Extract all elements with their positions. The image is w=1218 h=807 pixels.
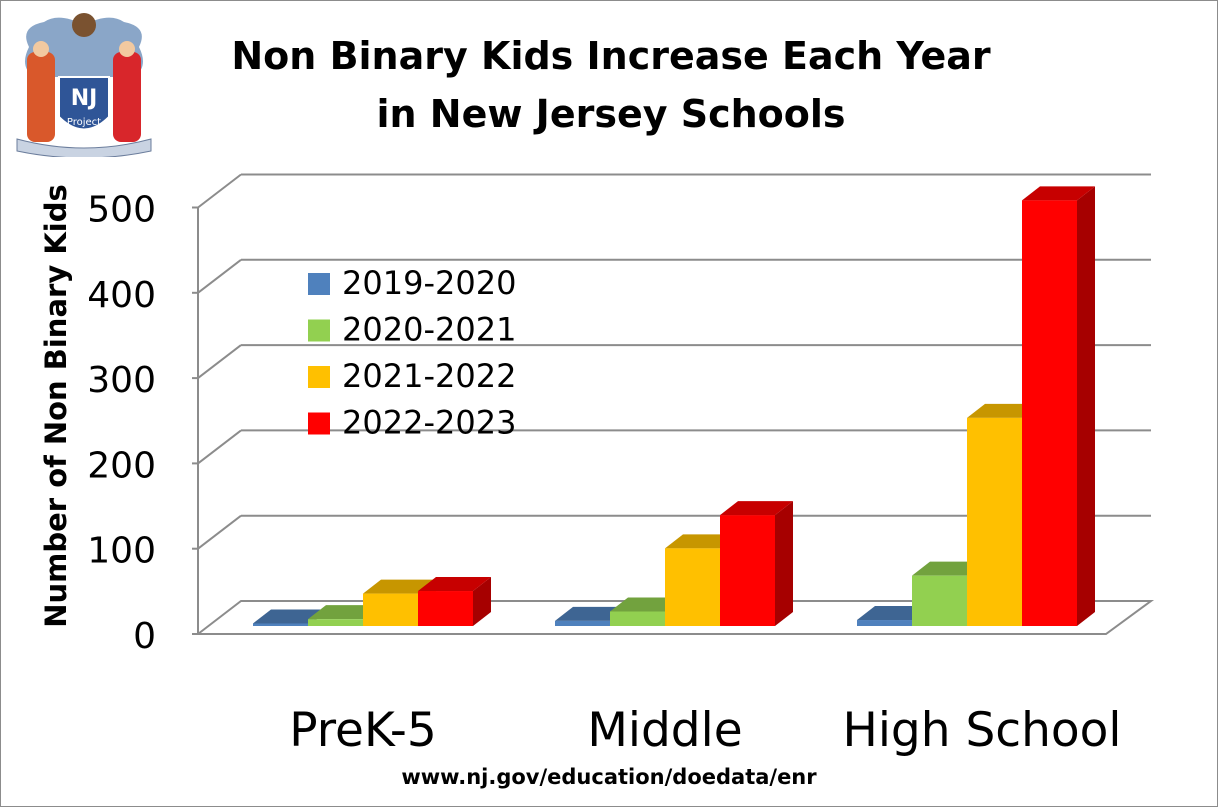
legend-swatch [308, 366, 330, 388]
liberty-figure [27, 52, 55, 142]
bar-top [253, 609, 326, 624]
bar-top [857, 606, 930, 621]
gridline-side [197, 429, 242, 465]
legend-swatch [308, 273, 330, 295]
legend-label: 2021-2022 [342, 357, 516, 395]
y-tick-label: 200 [87, 445, 156, 486]
shield [58, 76, 110, 131]
nj-project-logo: NJ Project [16, 13, 152, 157]
bar-2021-2022 [665, 548, 720, 626]
svg-text:NJ: NJ [71, 86, 98, 111]
bar-side [473, 577, 491, 626]
y-tick-label: 500 [87, 190, 156, 231]
y-tick-label: 400 [87, 275, 156, 316]
x-category-label: High School [843, 703, 1122, 758]
x-category-label: PreK-5 [289, 703, 436, 758]
y-tick-label: 300 [87, 360, 156, 401]
x-category-label: Middle [587, 703, 742, 758]
bar-2022-2023 [418, 591, 473, 626]
y-tick-label: 0 [133, 616, 156, 657]
bar-top [1022, 186, 1095, 201]
bar-side [1077, 186, 1095, 626]
chart-title: Non Binary Kids Increase Each Year in Ne… [201, 27, 1021, 143]
gridline-side [197, 344, 242, 379]
source-note: www.nj.gov/education/doedata/enr [401, 765, 817, 789]
bar-top [720, 501, 793, 516]
bar-2021-2022 [363, 593, 418, 626]
bar-side [775, 501, 793, 626]
legend-label: 2020-2021 [342, 311, 516, 349]
bar-top [610, 597, 683, 612]
legend-label: 2022-2023 [342, 404, 516, 442]
bar-2019-2020 [555, 620, 610, 626]
bar-2022-2023 [720, 515, 775, 626]
gridline-side [197, 259, 242, 294]
bar-top [363, 579, 436, 594]
bar-top [308, 605, 381, 620]
bar-top [665, 534, 738, 549]
gridline-side [197, 173, 242, 209]
y-tick-label: 100 [87, 531, 156, 572]
gridline-side [197, 514, 242, 550]
bar-2022-2023 [1022, 200, 1077, 626]
legend-label: 2019-2020 [342, 264, 516, 302]
title-line-1: Non Binary Kids Increase Each Year [231, 34, 991, 78]
bar-top [418, 577, 491, 592]
legend-swatch [308, 412, 330, 435]
title-line-2: in New Jersey Schools [376, 92, 846, 136]
bar-top [967, 403, 1040, 418]
bear-crest [72, 13, 96, 37]
legend-swatch [308, 319, 330, 342]
ceres-figure [113, 52, 141, 142]
bar-2019-2020 [857, 620, 912, 626]
bar-2020-2021 [610, 611, 665, 626]
bar-2020-2021 [912, 575, 967, 626]
bar-2019-2020 [253, 623, 308, 626]
bar-2020-2021 [308, 619, 363, 626]
svg-text:Project: Project [67, 117, 101, 128]
bar-top [555, 606, 628, 621]
bar-2021-2022 [967, 417, 1022, 626]
bar-top [912, 561, 985, 576]
